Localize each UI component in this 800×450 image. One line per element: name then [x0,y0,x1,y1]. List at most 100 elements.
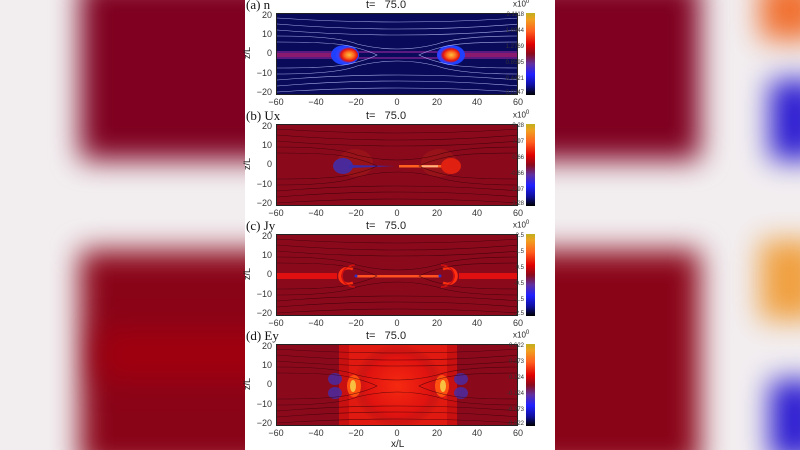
x-tick: −40 [308,97,324,107]
colorbar-tick: -0.373 [506,407,524,413]
colorbar-tick: 0.0247 [505,90,524,96]
colorbar-tick: 3.28 [512,123,524,129]
colorbar-tick: -2.5 [513,311,524,317]
y-tick: 0 [266,379,272,389]
x-tick: 60 [512,208,523,218]
colorbar-scale: x100 [513,0,530,9]
x-tick: −60 [268,97,284,107]
x-tick: 40 [471,97,482,107]
x-tick: −40 [308,428,324,438]
x-tick: 0 [394,97,400,107]
colorbar-tick: 0.8595 [505,60,524,66]
colorbar-tick: 1.2769 [505,44,524,50]
heatmap-plot [276,124,518,206]
y-tick: 20 [261,341,272,351]
time-label: t= 75.0 [366,110,407,122]
colorbar-scale: x100 [513,110,530,120]
colorbar-tick: 0.4421 [505,76,524,82]
colorbar-tick: 1.6944 [505,28,524,34]
y-tick: −20 [256,418,272,428]
y-axis-label: z/L [242,377,253,391]
y-axis-label: z/L [242,157,253,171]
x-tick: 20 [431,428,442,438]
x-tick: −60 [268,428,284,438]
panel-label: (d) Ey [246,328,279,343]
x-tick: −20 [348,97,364,107]
y-tick: 10 [261,360,272,370]
panel-a-density: (a) n t= 75.0 x100 [242,0,555,110]
x-tick: −40 [308,208,324,218]
colorbar-tick: 1.97 [512,139,524,145]
x-tick: −60 [268,208,284,218]
y-tick: 10 [261,250,272,260]
x-axis-label: x/L [391,439,405,450]
y-tick: 10 [261,140,272,150]
y-tick: 0 [266,159,272,169]
colorbar-scale: x100 [513,330,530,340]
x-tick: 0 [394,208,400,218]
colorbar-tick: 0.5 [515,265,524,271]
panel-c-jy: (c) Jy t= 75.0 x100 [242,218,555,331]
y-tick: 0 [266,48,272,58]
colorbar-tick: -0.5 [513,281,524,287]
colorbar-tick: 0.124 [508,375,524,381]
y-tick: 10 [261,29,272,39]
x-tick: 0 [394,428,400,438]
colorbar-tick: -0.66 [510,171,524,177]
x-tick: −20 [348,318,364,328]
colorbar-tick: -1.97 [510,187,524,193]
panel-d-ey: (d) Ey t= 75.0 x100 [242,328,555,441]
y-tick: −10 [256,399,272,409]
colorbar-tick: 0.66 [512,155,524,161]
colorbar-tick: -1.5 [513,297,524,303]
y-tick: −20 [256,87,272,97]
colorbar-tick: -0.622 [506,421,524,427]
x-tick: 60 [512,318,523,328]
panel-label: (a) n [246,0,271,12]
colorbar-tick: 2.1118 [506,12,524,18]
colorbar [526,234,535,316]
colorbar-scale: x100 [513,220,530,230]
y-tick: −10 [256,289,272,299]
y-axis-label: z/L [242,267,253,281]
panel-b-ux: (b) Ux t= 75.0 x100 [242,108,555,221]
colorbar-tick: 2.5 [515,233,524,239]
x-tick: 20 [431,318,442,328]
time-label: t= 75.0 [366,330,407,342]
x-tick: −40 [308,318,324,328]
x-tick: −60 [268,318,284,328]
x-tick: −20 [348,428,364,438]
x-tick: 20 [431,97,442,107]
colorbar-tick: -0.124 [506,391,524,397]
heatmap-plot [276,13,518,95]
heatmap-plot [276,234,518,316]
colorbar-tick: 1.5 [515,249,524,255]
y-axis-label: z/L [242,46,253,60]
y-tick: 20 [261,231,272,241]
time-label: t= 75.0 [366,0,407,11]
x-tick: 0 [394,318,400,328]
y-tick: −10 [256,68,272,78]
panel-label: (c) Jy [246,218,276,233]
x-tick: −20 [348,208,364,218]
colorbar-tick: 0.622 [508,343,524,349]
x-tick: 20 [431,208,442,218]
x-tick: 60 [512,97,523,107]
x-tick: 60 [512,428,523,438]
colorbar-tick: 0.373 [508,359,524,365]
y-tick: −10 [256,179,272,189]
colorbar [526,124,535,206]
y-tick: 20 [261,10,272,20]
panel-label: (b) Ux [246,108,281,123]
figure: (a) n t= 75.0 x100 [242,0,555,450]
colorbar-tick: -3.28 [510,201,524,207]
y-tick: −20 [256,198,272,208]
y-tick: 20 [261,121,272,131]
y-tick: −20 [256,308,272,318]
x-tick: 40 [471,318,482,328]
y-tick: 0 [266,269,272,279]
colorbar [526,13,535,95]
x-tick: 40 [471,428,482,438]
x-tick: 40 [471,208,482,218]
colorbar [526,344,535,426]
